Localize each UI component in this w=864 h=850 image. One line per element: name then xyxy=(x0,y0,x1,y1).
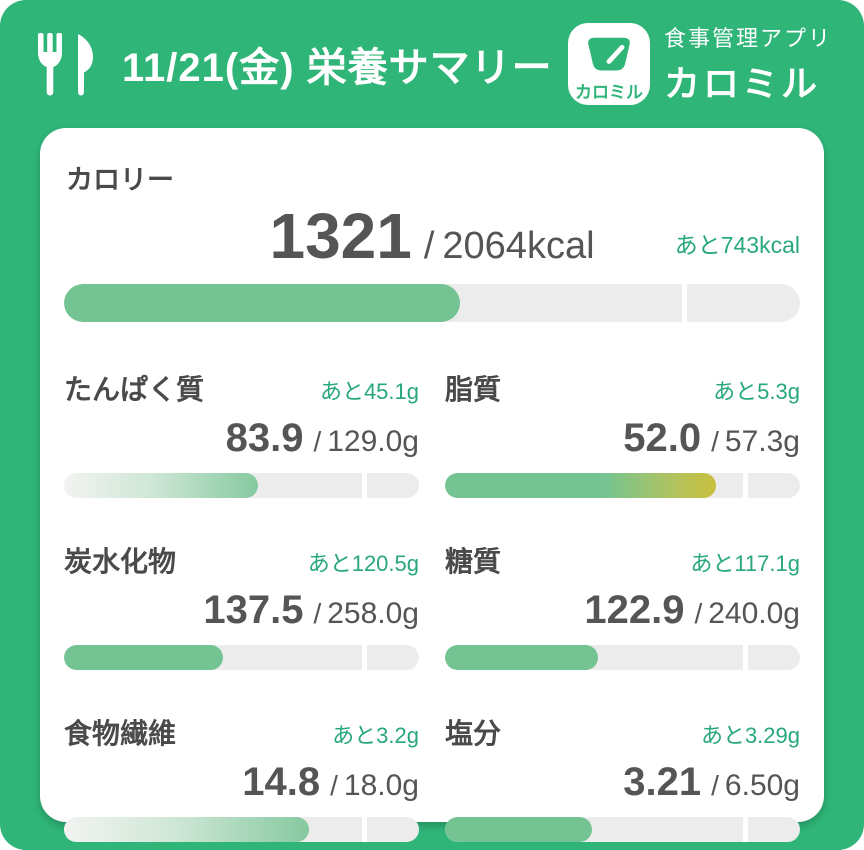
nutrient-goal-marker xyxy=(743,473,749,499)
nutrient-remaining: あと3.29g xyxy=(700,723,800,749)
app-name: カロミル xyxy=(663,63,820,104)
nutrient-label: 糖質 xyxy=(445,546,502,578)
nutrient-goal-value: 258.0g xyxy=(327,597,419,631)
nutrient-progress-fill xyxy=(64,817,310,843)
nutrient-goal-marker xyxy=(362,473,368,499)
nutrient-values: 52.0 /57.3g xyxy=(445,416,800,461)
nutrient-grid: たんぱく質 あと45.1g 83.9/129.0g 脂質 あと5.3g 52.0… xyxy=(64,368,800,843)
nutrient-progress-bar xyxy=(445,645,800,671)
nutrient-remaining: あと120.5g xyxy=(307,551,419,577)
nutrient-label: 塩分 xyxy=(445,718,502,750)
nutrient-values: 83.9 /129.0g xyxy=(64,416,419,461)
calorie-separator: / xyxy=(423,225,435,267)
nutrient-current-value: 122.9 xyxy=(584,588,685,633)
nutrient-separator: / xyxy=(313,598,322,630)
nutrient-goal-marker xyxy=(362,817,368,843)
nutrient-separator: / xyxy=(711,770,719,802)
page-title: 11/21(金) 栄養サマリー xyxy=(122,46,553,90)
nutrient-progress-fill xyxy=(64,473,258,499)
calorie-progress-bar xyxy=(64,284,800,323)
nutrient-current-value: 52.0 xyxy=(623,416,702,461)
nutrient-goal-value: 129.0g xyxy=(327,425,419,459)
nutrient-current-value: 83.9 xyxy=(225,416,304,461)
logo-text: カロミル xyxy=(574,83,643,102)
nutrient-tile-sugar: 糖質 あと117.1g 122.9 /240.0g xyxy=(445,540,800,671)
nutrient-tile-carbohydrate: 炭水化物 あと120.5g 137.5 /258.0g xyxy=(64,540,419,671)
nutrient-separator: / xyxy=(694,598,703,630)
nutrient-remaining: あと5.3g xyxy=(713,379,800,405)
nutrient-tile-fat: 脂質 あと5.3g 52.0 /57.3g xyxy=(445,368,800,499)
nutrient-goal-value: 57.3g xyxy=(724,425,800,459)
brand-area: カロミル 食事管理アプリ カロミル xyxy=(567,21,832,107)
nutrient-progress-fill xyxy=(445,473,716,499)
summary-card: カロリー 1321/2064kcal あと743kcal たんぱく質 あと45.… xyxy=(40,128,824,843)
nutrient-current-value: 3.21 xyxy=(623,760,702,805)
nutrient-progress-bar xyxy=(64,645,419,671)
nutrient-goal-marker xyxy=(743,645,749,671)
calorie-value-group: 1321 /2064kcal xyxy=(269,200,595,272)
nutrient-remaining: あと3.2g xyxy=(332,723,419,749)
calorie-progress-fill xyxy=(64,284,460,323)
nutrient-progress-bar xyxy=(445,473,800,499)
calorie-values: 1321 /2064kcal あと743kcal xyxy=(64,200,800,272)
calorie-label: カロリー xyxy=(66,165,174,195)
nutrient-separator: / xyxy=(330,770,338,802)
nutrient-progress-bar xyxy=(64,473,419,499)
calorie-current-value: 1321 xyxy=(269,200,412,272)
header: 11/21(金) 栄養サマリー カロミル 食事管理アプリ カロミル xyxy=(0,0,864,128)
nutrient-goal-value: 240.0g xyxy=(708,597,800,631)
calorie-goal-marker xyxy=(682,284,688,323)
nutrient-label: 脂質 xyxy=(445,374,502,406)
calorie-section: カロリー 1321 /2064kcal あと743kcal xyxy=(64,158,800,323)
nutrient-separator: / xyxy=(313,426,322,458)
brand-text: 食事管理アプリ カロミル xyxy=(664,21,832,107)
nutrient-remaining: あと45.1g xyxy=(319,379,419,405)
nutrient-values: 122.9 /240.0g xyxy=(445,588,800,633)
nutrient-progress-fill xyxy=(64,645,223,671)
nutrient-current-value: 137.5 xyxy=(203,588,304,633)
nutrient-remaining: あと117.1g xyxy=(690,551,800,577)
nutrient-goal-value: 18.0g xyxy=(343,769,419,803)
nutrient-values: 14.8 /18.0g xyxy=(64,760,419,805)
app-logo: カロミル xyxy=(567,23,650,105)
nutrient-label: 食物繊維 xyxy=(64,718,177,750)
nutrient-tile-protein: たんぱく質 あと45.1g 83.9 /129.0g xyxy=(64,368,419,499)
nutrient-goal-marker xyxy=(362,645,368,671)
nutrient-progress-fill xyxy=(445,817,593,843)
nutrient-current-value: 14.8 xyxy=(242,760,321,805)
nutrient-goal-value: 6.50g xyxy=(724,769,800,803)
nutrient-values: 3.21 /6.50g xyxy=(445,760,800,805)
nutrient-progress-bar xyxy=(445,817,800,843)
app-tagline: 食事管理アプリ xyxy=(663,26,832,51)
nutrient-progress-bar xyxy=(64,817,419,843)
nutrient-values: 137.5 /258.0g xyxy=(64,588,419,633)
nutrient-goal-marker xyxy=(743,817,749,843)
nutrient-label: 炭水化物 xyxy=(64,546,177,578)
nutrient-tile-fiber: 食物繊維 あと3.2g 14.8 /18.0g xyxy=(64,712,419,843)
nutrient-separator: / xyxy=(711,426,719,458)
calorie-remaining: あと743kcal xyxy=(674,232,800,259)
nutrient-progress-fill xyxy=(445,645,598,671)
fork-and-knife-icon xyxy=(38,33,93,96)
kitchen-scale-icon xyxy=(588,37,630,71)
nutrient-tile-salt: 塩分 あと3.29g 3.21 /6.50g xyxy=(445,712,800,843)
nutrient-label: たんぱく質 xyxy=(64,374,205,406)
calorie-goal-value: 2064kcal xyxy=(442,225,595,267)
